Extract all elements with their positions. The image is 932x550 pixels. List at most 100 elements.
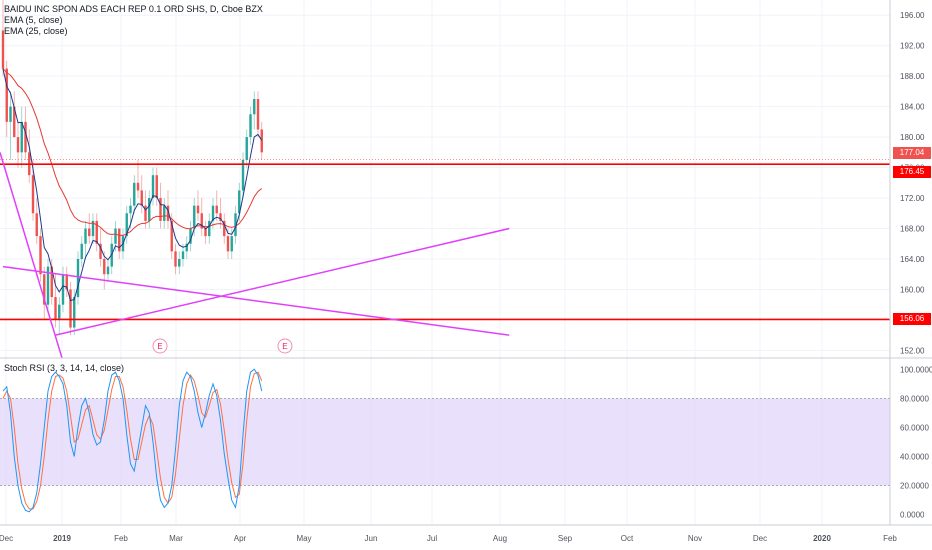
time-axis-labels: Dec 2019 Feb Mar Apr May Jun Jul Aug Sep Oct Nov Dec… xyxy=(0,534,897,543)
ema5-line xyxy=(2,68,263,302)
candle xyxy=(185,236,188,259)
candle xyxy=(133,175,136,214)
candle-body xyxy=(174,251,177,267)
candle-body xyxy=(256,99,260,130)
time-axis-label: Oct xyxy=(621,534,634,543)
trend-lines xyxy=(0,152,510,359)
candle xyxy=(20,106,23,168)
candle xyxy=(76,251,80,305)
candle-body xyxy=(9,106,12,122)
candle xyxy=(136,159,140,199)
candle xyxy=(253,91,256,130)
candle-body xyxy=(39,236,42,275)
candle xyxy=(1,0,5,77)
candle-body xyxy=(20,121,23,153)
candle-body xyxy=(189,228,192,244)
candle-body xyxy=(84,228,87,244)
candle xyxy=(196,190,200,221)
stoch-axis-label: 0.0000 xyxy=(900,511,925,520)
earnings-marker[interactable]: E xyxy=(152,338,168,354)
candle xyxy=(16,121,20,168)
price-axis-label: 160.00 xyxy=(900,285,925,294)
level-price-tag: 176.45 xyxy=(893,166,931,179)
candle xyxy=(260,121,263,160)
time-axis-label: Feb xyxy=(114,534,128,543)
symbol-title[interactable]: BAIDU INC SPON ADS EACH REP 0.1 ORD SHS,… xyxy=(4,4,263,14)
candle-body xyxy=(136,182,140,191)
candle xyxy=(73,289,76,336)
price-axis-label: 184.00 xyxy=(900,103,925,112)
candle xyxy=(204,220,207,244)
candle xyxy=(80,236,83,267)
time-axis-label: Jul xyxy=(427,534,437,543)
candle-body xyxy=(125,213,128,237)
candle-body xyxy=(178,258,181,267)
candle xyxy=(35,198,38,244)
candle-body xyxy=(140,190,143,206)
earnings-marker-circle xyxy=(152,338,168,354)
candle xyxy=(69,281,72,336)
price-axis-label: 180.00 xyxy=(900,133,925,142)
candle-body xyxy=(241,159,245,191)
ema25-legend[interactable]: EMA (25, close) xyxy=(4,26,68,36)
candle-body xyxy=(61,274,65,305)
price-axis-label: 196.00 xyxy=(900,11,925,20)
candle-body xyxy=(69,289,72,328)
candle-body xyxy=(211,205,215,221)
trend-line xyxy=(0,152,63,359)
candle-body xyxy=(249,114,252,138)
horizontal-levels xyxy=(0,159,890,321)
earnings-marker[interactable]: E xyxy=(277,338,293,354)
candle-body xyxy=(166,205,170,221)
candle xyxy=(189,220,192,252)
candle xyxy=(95,213,98,252)
candle-body xyxy=(200,213,203,229)
candle-body xyxy=(1,30,5,69)
candle xyxy=(241,152,245,199)
candle-body xyxy=(193,205,196,229)
candle-body xyxy=(54,297,57,320)
time-axis-label: Dec xyxy=(0,534,13,543)
candle-body xyxy=(91,220,95,237)
candle-body xyxy=(99,243,102,259)
time-axis-label: Nov xyxy=(688,534,702,543)
candle-body xyxy=(58,304,61,320)
candle xyxy=(159,182,162,229)
candle xyxy=(174,243,177,275)
candle-body xyxy=(106,266,110,275)
candle-body xyxy=(133,182,136,206)
current-price-tag: 177.04 xyxy=(893,147,931,160)
candle-body xyxy=(13,106,16,138)
stoch-k-line xyxy=(2,368,263,513)
stoch-rsi-band xyxy=(0,398,890,486)
ema5-legend[interactable]: EMA (5, close) xyxy=(4,15,63,25)
candle xyxy=(249,106,252,145)
candle-body xyxy=(24,121,27,153)
candle-body xyxy=(245,137,248,160)
candle-body xyxy=(31,175,35,214)
candle-body xyxy=(226,236,230,252)
candle-body xyxy=(129,205,132,214)
stoch-axis-label: 100.0000 xyxy=(900,365,932,374)
candle xyxy=(39,228,42,282)
candle xyxy=(65,266,68,298)
candle-body xyxy=(215,205,218,214)
candle-body xyxy=(65,274,68,290)
candle-body xyxy=(148,198,151,221)
stoch-axis-label: 40.0000 xyxy=(900,453,929,462)
stoch-axis-label: 60.0000 xyxy=(900,423,929,432)
candle xyxy=(118,228,121,259)
candle-body xyxy=(170,220,173,252)
candle xyxy=(148,190,151,229)
candle xyxy=(208,213,211,244)
candle-body xyxy=(185,243,188,252)
candle-body xyxy=(80,243,83,259)
candle xyxy=(140,175,143,214)
candle xyxy=(200,198,203,237)
candle-body xyxy=(118,228,121,252)
stoch-rsi-legend[interactable]: Stoch RSI (3, 3, 14, 14, close) xyxy=(4,363,125,373)
candle xyxy=(103,251,106,290)
candle xyxy=(234,205,237,244)
candle-body xyxy=(155,175,158,199)
